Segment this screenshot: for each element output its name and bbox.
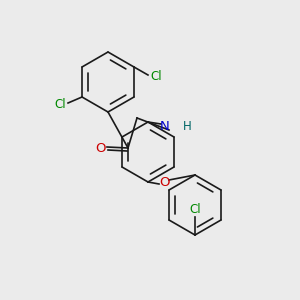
Text: H: H	[183, 121, 192, 134]
Text: Cl: Cl	[150, 70, 162, 83]
Text: O: O	[159, 176, 169, 188]
Text: N: N	[160, 121, 170, 134]
Text: Cl: Cl	[54, 98, 66, 110]
Text: Cl: Cl	[189, 203, 201, 216]
Text: O: O	[95, 142, 105, 154]
